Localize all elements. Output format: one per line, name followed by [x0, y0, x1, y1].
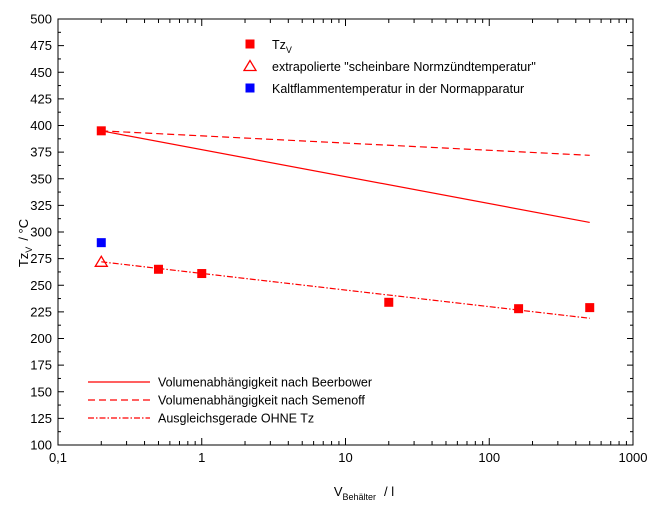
legend-label: Volumenabhängigkeit nach Beerbower [158, 376, 372, 390]
legend-label: Kaltflammentemperatur in der Normapparat… [272, 82, 524, 96]
y-tick-label: 450 [30, 65, 52, 80]
y-tick-label: 150 [30, 384, 52, 399]
x-tick-label: 100 [478, 450, 500, 465]
legend-marker [245, 83, 255, 93]
legend-markers: TzV extrapolierte "scheinbare Normzündtem… [242, 38, 536, 96]
x-tick-labels: 0,1 1 10 100 1000 [49, 450, 648, 465]
plot-frame [57, 18, 634, 446]
y-tick-label: 400 [30, 118, 52, 133]
y-axis-label: TzV/ °C [16, 219, 34, 267]
legend-marker [245, 39, 255, 49]
x-tick-label: 0,1 [49, 450, 67, 465]
y-tick-label: 100 [30, 438, 52, 453]
y-tick-label: 175 [30, 358, 52, 373]
data-point-square [514, 304, 524, 314]
y-tick-label: 475 [30, 38, 52, 53]
y-tick-label: 125 [30, 411, 52, 426]
y-tick-labels: 100 125 150 175 200 225 250 275 300 325 350 375 400 4… [30, 12, 52, 453]
y-tick-label: 425 [30, 91, 52, 106]
data-point-square [585, 303, 595, 313]
y-tick-label: 200 [30, 331, 52, 346]
series-line-dashdot [101, 261, 590, 319]
x-tick-label: 1 [198, 450, 205, 465]
legend-marker [242, 59, 258, 72]
legend-label: extrapolierte "scheinbare Normzündtemper… [272, 60, 536, 74]
legend-label: Ausgleichsgerade OHNE Tz [158, 412, 314, 426]
x-tick-label: 10 [338, 450, 352, 465]
series-line-dashed [101, 130, 590, 156]
data-point-square [96, 238, 106, 248]
data-point-square [384, 297, 394, 307]
data-point-square [197, 269, 207, 279]
series-lines [101, 130, 590, 319]
y-tick-label: 225 [30, 304, 52, 319]
series-line-solid [101, 130, 590, 224]
y-tick-label: 325 [30, 198, 52, 213]
legend-label: TzV [272, 38, 292, 55]
y-tick-label: 275 [30, 251, 52, 266]
legend-label: Volumenabhängigkeit nach Semenoff [158, 394, 365, 408]
x-axis-label: VBehälter / l [334, 484, 394, 502]
y-tick-label: 250 [30, 278, 52, 293]
y-tick-label: 300 [30, 225, 52, 240]
y-tick-label: 500 [30, 12, 52, 27]
x-tick-label: 1000 [619, 450, 648, 465]
data-points [94, 126, 595, 314]
data-point-square [153, 264, 163, 274]
y-tick-label: 350 [30, 171, 52, 186]
data-point-square [96, 126, 106, 136]
y-tick-label: 375 [30, 145, 52, 160]
legend-lines: Volumenabhängigkeit nach Beerbower Volume… [88, 376, 372, 426]
data-point-open-triangle [94, 255, 109, 267]
